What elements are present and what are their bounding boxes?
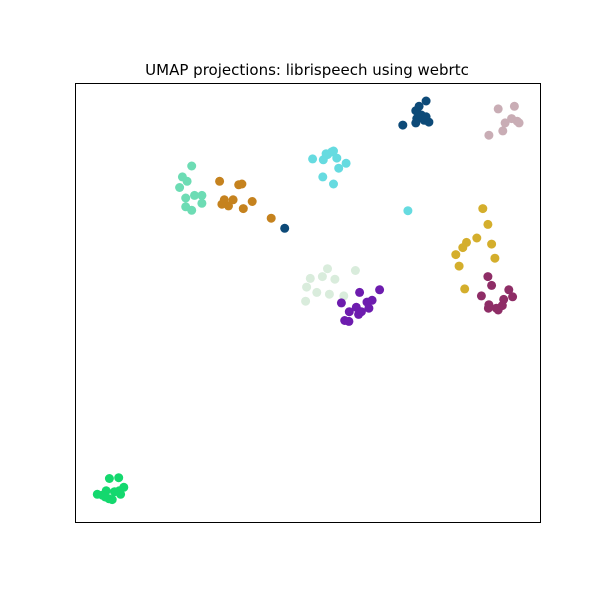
data-point-2-4	[308, 154, 318, 164]
data-point-2-5	[318, 155, 328, 165]
chart-title: UMAP projections: librispeech using webr…	[145, 61, 469, 79]
data-point-1-7	[498, 126, 508, 136]
data-point-3-9	[187, 205, 197, 215]
data-point-8-9	[356, 307, 366, 317]
data-point-7-2	[317, 272, 327, 282]
data-point-0-10	[414, 109, 424, 119]
data-point-2-7	[341, 158, 351, 168]
data-point-3-5	[197, 190, 207, 200]
data-point-7-3	[305, 273, 315, 283]
data-point-5-2	[472, 233, 482, 243]
data-point-1-1	[493, 104, 503, 114]
series-7	[301, 264, 360, 306]
data-point-2-2	[329, 146, 338, 156]
data-point-6-0	[483, 272, 493, 282]
data-point-8-1	[355, 287, 365, 297]
data-point-6-10	[491, 303, 501, 313]
data-point-6-3	[504, 285, 514, 295]
series-6	[476, 272, 518, 315]
series-2	[308, 146, 413, 216]
data-point-0-11	[280, 223, 290, 233]
data-point-7-7	[324, 289, 334, 299]
data-point-1-5	[514, 118, 524, 128]
data-point-7-5	[302, 282, 312, 292]
data-point-7-0	[323, 264, 332, 274]
data-point-0-1	[421, 96, 431, 106]
data-point-2-9	[318, 172, 328, 182]
axes-frame	[75, 83, 541, 523]
data-point-5-0	[478, 204, 488, 214]
data-point-0-8	[421, 112, 431, 122]
series-3	[175, 161, 207, 215]
data-point-6-7	[483, 303, 493, 313]
data-point-7-1	[350, 266, 360, 275]
data-point-8-0	[375, 285, 385, 295]
data-point-3-4	[190, 190, 199, 200]
points-layer	[92, 96, 524, 505]
data-point-5-5	[487, 239, 497, 249]
data-point-5-9	[460, 284, 470, 294]
series-5	[451, 204, 500, 294]
data-point-0-9	[411, 118, 421, 128]
data-point-7-8	[301, 296, 311, 306]
data-point-3-2	[177, 172, 187, 182]
data-point-8-4	[336, 298, 346, 308]
data-point-7-4	[330, 274, 340, 284]
data-point-1-6	[484, 130, 494, 140]
data-point-2-6	[332, 153, 342, 163]
data-point-2-11	[403, 206, 413, 216]
data-point-8-7	[344, 307, 354, 317]
series-9	[92, 473, 129, 505]
data-point-6-2	[476, 291, 486, 301]
data-point-5-1	[483, 219, 493, 229]
data-point-0-7	[398, 120, 408, 130]
data-point-4-4	[228, 195, 238, 205]
data-point-3-3	[175, 183, 185, 192]
data-point-2-8	[334, 163, 344, 173]
data-point-6-1	[487, 280, 497, 290]
series-8	[336, 285, 385, 326]
data-point-9-8	[92, 489, 102, 499]
data-point-9-11	[107, 495, 117, 505]
data-point-4-0	[215, 176, 225, 186]
data-point-4-2	[237, 179, 247, 189]
data-point-9-6	[116, 489, 126, 499]
data-point-4-9	[266, 213, 276, 223]
data-point-9-0	[104, 474, 114, 483]
data-point-8-11	[344, 316, 354, 326]
data-point-2-10	[329, 179, 338, 189]
data-point-4-7	[224, 201, 233, 211]
data-point-6-4	[508, 292, 518, 302]
data-point-5-4	[458, 243, 468, 253]
data-point-8-5	[364, 303, 374, 313]
data-point-7-6	[312, 287, 322, 297]
data-point-3-6	[181, 193, 191, 203]
data-point-5-8	[454, 261, 464, 271]
data-point-5-6	[451, 250, 461, 260]
data-point-4-8	[238, 204, 248, 214]
data-point-9-1	[114, 473, 124, 483]
series-0	[280, 96, 434, 233]
data-point-3-7	[197, 198, 207, 208]
data-point-4-6	[247, 197, 257, 206]
data-point-5-7	[490, 253, 500, 263]
data-point-3-0	[187, 161, 197, 171]
data-point-1-0	[509, 101, 519, 111]
series-1	[484, 101, 524, 140]
data-point-1-2	[500, 118, 510, 128]
series-4	[215, 176, 276, 223]
data-point-7-9	[339, 291, 349, 301]
